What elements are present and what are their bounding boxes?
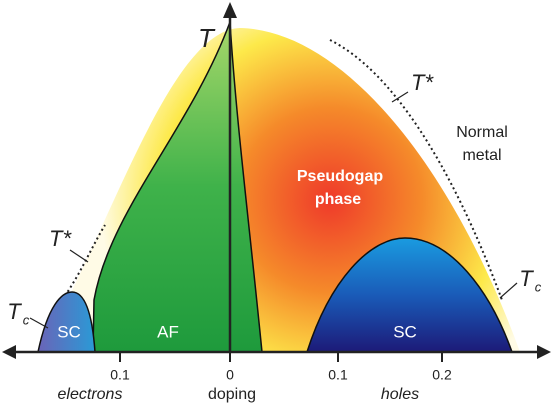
- ticks: [119, 352, 443, 362]
- sc-right-region: [305, 237, 514, 353]
- tc-label: T: [7, 299, 22, 324]
- tstar-label: T*: [49, 226, 72, 251]
- tick-label: 0.1: [328, 367, 348, 383]
- y-arrow: [223, 2, 237, 18]
- tstar-label: T*: [411, 70, 434, 95]
- normal-label: metal: [462, 147, 501, 164]
- sc-label: SC: [393, 322, 417, 341]
- tc-label: T: [519, 266, 534, 291]
- doping-label: doping: [208, 386, 256, 403]
- tick-label: 0.2: [432, 367, 452, 383]
- normal-label: Normal: [456, 124, 508, 141]
- tick-label: 0.1: [110, 367, 130, 383]
- tick-label: 0: [226, 367, 234, 383]
- pseudogap-label: phase: [315, 191, 361, 208]
- t-axis-label: T: [198, 23, 216, 53]
- electrons-label: electrons: [58, 386, 123, 403]
- pseudogap-label: Pseudogap: [297, 168, 383, 185]
- pointers: [29, 91, 518, 329]
- holes-label: holes: [381, 386, 419, 403]
- tc-subscript: c: [535, 279, 542, 294]
- shapes: [2, 2, 551, 362]
- af-label: AF: [157, 322, 179, 341]
- sc-label: SC: [57, 322, 81, 341]
- sc-left-region: [37, 291, 96, 353]
- tstar-line: [329, 39, 503, 301]
- tc-subscript: c: [23, 312, 30, 327]
